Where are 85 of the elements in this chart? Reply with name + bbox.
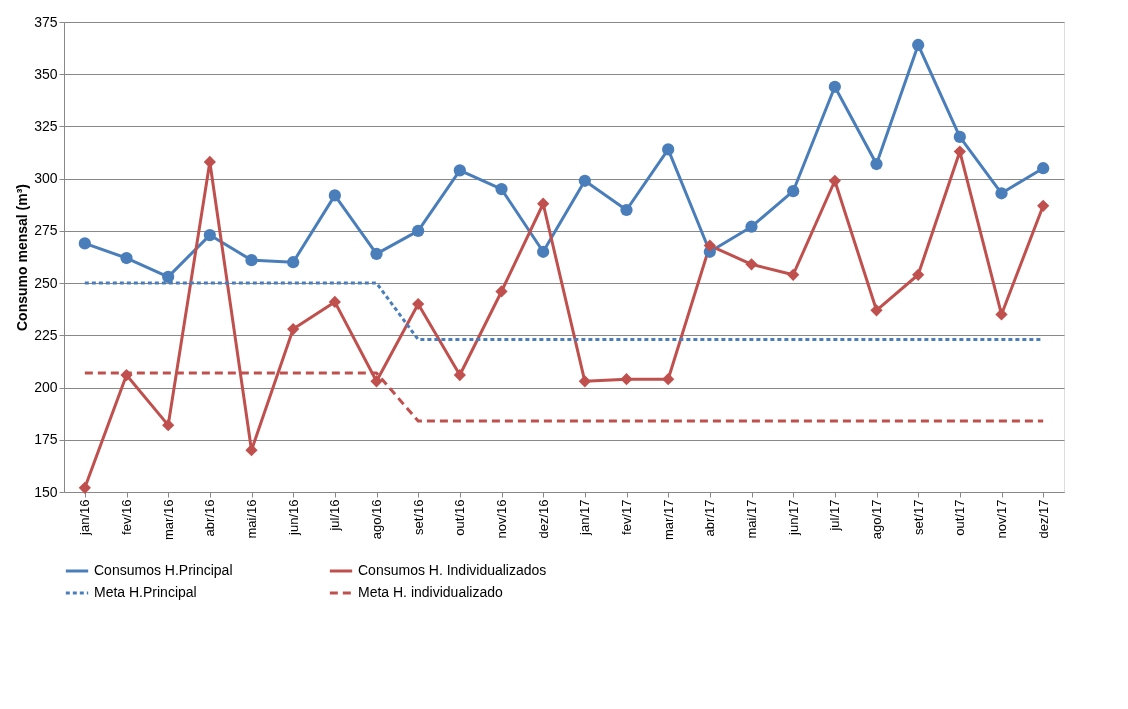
point bbox=[620, 203, 633, 217]
y-axis-title: Consumo mensal (m³) bbox=[14, 183, 31, 332]
point bbox=[578, 174, 591, 187]
x-tick-label: jan/16 bbox=[77, 499, 93, 536]
y-tick-label: 275 bbox=[34, 222, 58, 239]
y-tick-label: 200 bbox=[34, 379, 58, 396]
x-tick-label: ago/16 bbox=[369, 499, 384, 540]
legend-label: Meta H.Principal bbox=[94, 584, 197, 600]
y-tick-label: 150 bbox=[34, 483, 58, 500]
legend-label: Meta H. individualizado bbox=[358, 584, 503, 600]
point bbox=[328, 189, 341, 202]
point bbox=[787, 185, 800, 198]
x-tick-label: jun/17 bbox=[785, 499, 801, 536]
point bbox=[828, 80, 841, 93]
point bbox=[287, 256, 300, 269]
x-tick-label: out/16 bbox=[452, 499, 468, 536]
point bbox=[162, 419, 175, 432]
point bbox=[287, 322, 300, 336]
point bbox=[787, 268, 800, 281]
point bbox=[953, 130, 966, 143]
x-tick-label: mai/17 bbox=[744, 499, 759, 539]
x-tick-label: fev/16 bbox=[119, 499, 134, 535]
point bbox=[370, 375, 383, 388]
y-tick-label: 350 bbox=[34, 65, 58, 82]
point bbox=[203, 228, 216, 242]
point bbox=[995, 187, 1008, 200]
point bbox=[370, 247, 383, 260]
x-tick-label: set/17 bbox=[910, 499, 926, 535]
point bbox=[120, 368, 133, 382]
x-tick-label: jul/16 bbox=[327, 499, 343, 532]
x-tick-label: dez/17 bbox=[1035, 499, 1051, 539]
point bbox=[870, 304, 883, 317]
x-tick-label: abr/17 bbox=[702, 499, 718, 537]
x-tick-label: ago/17 bbox=[869, 499, 884, 540]
point bbox=[745, 220, 758, 233]
point bbox=[162, 270, 175, 283]
point bbox=[828, 174, 841, 187]
point bbox=[453, 164, 466, 177]
point bbox=[78, 237, 91, 250]
point bbox=[245, 254, 258, 267]
x-tick-label: set/16 bbox=[410, 499, 426, 535]
x-tick-label: mai/16 bbox=[244, 499, 259, 539]
point bbox=[745, 258, 758, 271]
y-tick-label: 325 bbox=[34, 117, 58, 134]
point bbox=[912, 268, 925, 281]
point bbox=[1037, 199, 1050, 212]
x-tick-label: jun/16 bbox=[285, 499, 301, 536]
point bbox=[328, 295, 341, 309]
x-tick-label: nov/16 bbox=[494, 499, 509, 539]
point bbox=[453, 368, 466, 382]
x-tick-label: dez/16 bbox=[535, 499, 551, 539]
point bbox=[662, 143, 675, 156]
x-tick-label: nov/17 bbox=[994, 499, 1009, 539]
point bbox=[953, 145, 966, 158]
point bbox=[703, 239, 716, 252]
x-tick-label: abr/16 bbox=[202, 499, 218, 537]
point bbox=[912, 38, 925, 52]
point bbox=[495, 285, 508, 298]
x-tick-label: mar/17 bbox=[660, 499, 676, 540]
point bbox=[578, 375, 591, 388]
point bbox=[870, 157, 883, 171]
y-tick-label: 300 bbox=[34, 170, 58, 187]
y-tick-label: 175 bbox=[34, 431, 58, 448]
legend-label: Consumos H.Principal bbox=[94, 562, 233, 578]
point bbox=[1037, 162, 1050, 175]
x-tick-label: jan/17 bbox=[577, 499, 593, 536]
legend-label: Consumos H. Individualizados bbox=[358, 562, 547, 578]
x-tick-label: out/17 bbox=[952, 499, 968, 536]
x-tick-label: mar/16 bbox=[160, 499, 176, 540]
y-tick-label: 375 bbox=[34, 13, 58, 30]
y-tick-label: 250 bbox=[34, 274, 58, 291]
point bbox=[412, 297, 425, 311]
point bbox=[662, 373, 675, 386]
point bbox=[412, 224, 425, 237]
point bbox=[995, 308, 1008, 321]
point bbox=[495, 183, 508, 196]
y-tick-label: 225 bbox=[34, 326, 58, 343]
point bbox=[620, 373, 633, 386]
x-tick-label: fev/17 bbox=[619, 499, 634, 535]
x-tick-label: jul/17 bbox=[827, 499, 843, 532]
point bbox=[78, 481, 91, 494]
point bbox=[245, 444, 258, 457]
point bbox=[537, 197, 550, 210]
point bbox=[537, 245, 550, 258]
point bbox=[120, 251, 133, 265]
